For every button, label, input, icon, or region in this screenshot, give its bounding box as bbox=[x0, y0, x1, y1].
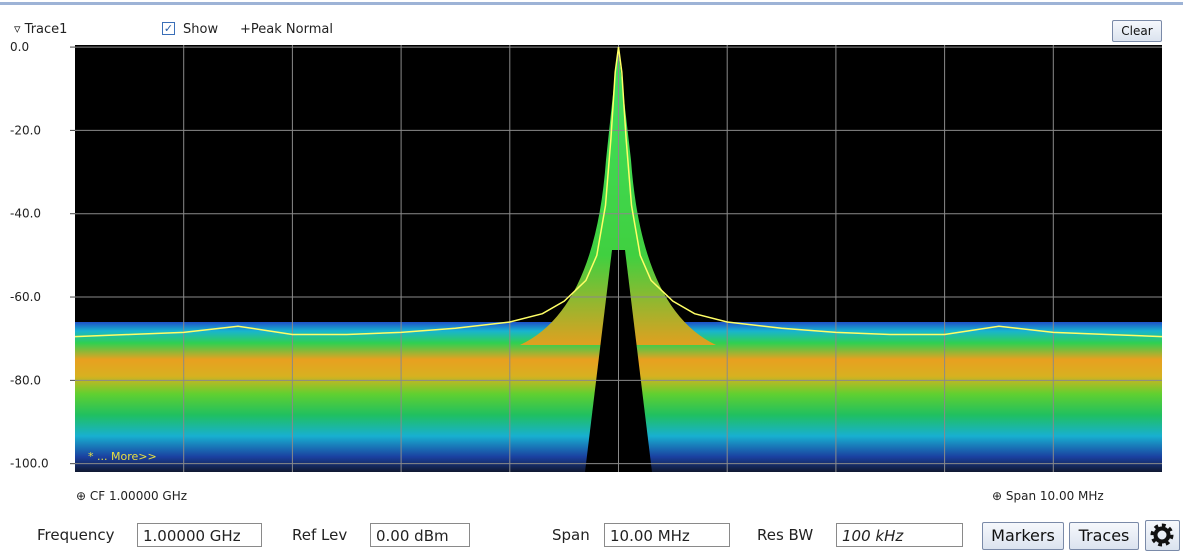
marks bbox=[74, 47, 1163, 338]
res-bw-field[interactable]: 100 kHz bbox=[836, 523, 963, 547]
markers-button[interactable]: Markers bbox=[982, 522, 1064, 550]
peak-trace bbox=[74, 47, 1163, 338]
more-label[interactable]: * ... More>> bbox=[88, 450, 157, 463]
top-border bbox=[0, 2, 1183, 5]
span-text: Span 10.00 MHz bbox=[1005, 489, 1104, 503]
gear-icon bbox=[1150, 523, 1174, 547]
ref-lev-field[interactable]: 0.00 dBm bbox=[370, 523, 470, 547]
frequency-label: Frequency bbox=[37, 526, 115, 544]
y-tick-label: -100.0 bbox=[10, 457, 49, 471]
y-tick-label: -40.0 bbox=[10, 207, 41, 221]
span-label: Span bbox=[552, 526, 590, 544]
traces-button[interactable]: Traces bbox=[1069, 522, 1139, 550]
cf-text: CF 1.00000 GHz bbox=[89, 489, 188, 503]
cf-readout: ⊕ CF 1.00000 GHz bbox=[76, 489, 188, 503]
show-checkbox[interactable]: ✓ bbox=[162, 22, 175, 35]
span-readout: ⊕ Span 10.00 MHz bbox=[992, 489, 1104, 503]
span-field[interactable]: 10.00 MHz bbox=[604, 523, 730, 547]
ref-lev-label: Ref Lev bbox=[292, 526, 348, 544]
frequency-field[interactable]: 1.00000 GHz bbox=[137, 523, 262, 547]
trace-selector[interactable]: ▿ Trace1 bbox=[14, 22, 68, 37]
spectrum-chart: * ... More>> 0.0 -20.0 -40.0 -60.0 -80.0 -100… bbox=[10, 40, 1163, 472]
res-bw-label: Res BW bbox=[757, 526, 814, 544]
clear-button[interactable]: Clear bbox=[1112, 20, 1162, 42]
y-tick-label: 0.0 bbox=[10, 40, 29, 54]
trace-name: Trace1 bbox=[24, 22, 68, 37]
settings-button[interactable] bbox=[1145, 520, 1180, 551]
y-tick-label: -60.0 bbox=[10, 290, 41, 304]
trace-mode: +Peak Normal bbox=[240, 22, 333, 37]
y-tick-label: -20.0 bbox=[10, 123, 41, 137]
y-tick-label: -80.0 bbox=[10, 373, 41, 387]
show-label: Show bbox=[183, 22, 219, 37]
